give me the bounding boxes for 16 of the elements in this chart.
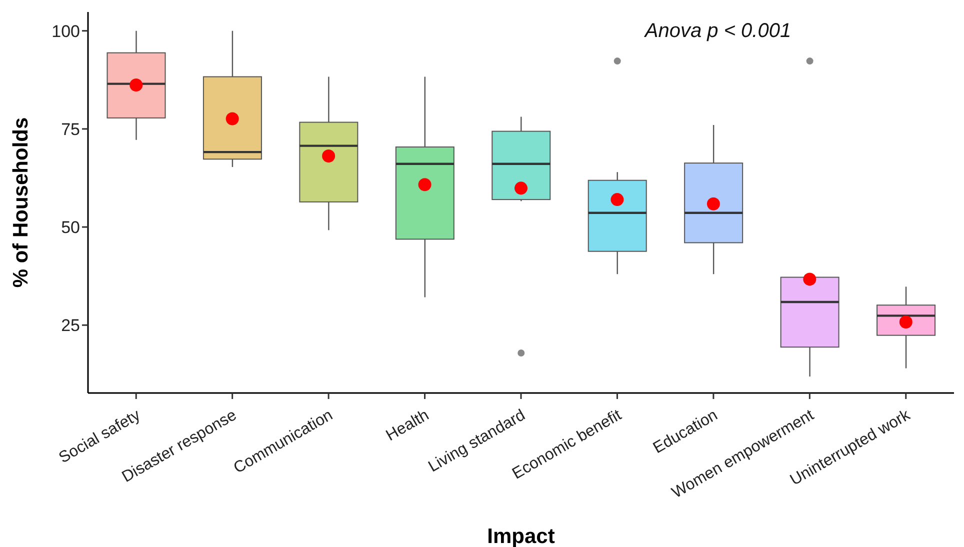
y-tick-label: 75 xyxy=(61,120,80,139)
point xyxy=(226,112,239,126)
x-axis-title: Impact xyxy=(487,525,555,547)
point xyxy=(418,178,432,192)
point xyxy=(514,182,528,195)
point xyxy=(706,197,720,210)
y-tick-label: 100 xyxy=(52,22,80,41)
point xyxy=(899,315,912,328)
point xyxy=(130,78,143,92)
y-axis-title: % of Households xyxy=(9,117,32,288)
y-tick-label: 50 xyxy=(61,218,80,238)
point xyxy=(610,193,624,206)
point xyxy=(803,272,816,286)
annotation: Anova p < 0.001 xyxy=(643,20,792,43)
point xyxy=(322,150,336,163)
y-tick-label: 25 xyxy=(61,316,80,336)
